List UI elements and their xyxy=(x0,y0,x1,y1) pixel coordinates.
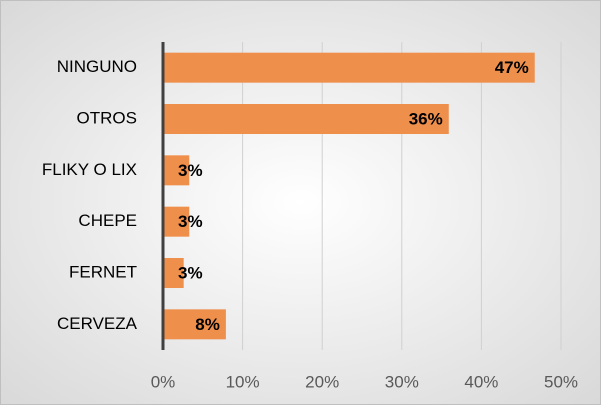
y-tick-label: FERNET xyxy=(69,262,137,281)
y-tick-label: OTROS xyxy=(77,108,137,127)
y-tick-label: NINGUNO xyxy=(57,57,137,76)
data-label: 47% xyxy=(495,58,529,77)
data-label: 8% xyxy=(195,315,220,334)
x-tick-label: 20% xyxy=(305,372,339,391)
y-tick-label: FLIKY O LIX xyxy=(42,160,137,179)
data-label: 36% xyxy=(409,109,443,128)
x-tick-label: 30% xyxy=(385,372,419,391)
x-tick-label: 10% xyxy=(226,372,260,391)
bar xyxy=(163,258,184,288)
bar xyxy=(163,155,190,186)
data-label: 3% xyxy=(178,263,203,282)
bar xyxy=(163,206,190,237)
bar xyxy=(163,104,449,134)
y-tick-label: CHEPE xyxy=(78,211,137,230)
y-tick-label: CERVEZA xyxy=(57,314,138,333)
data-label: 3% xyxy=(178,161,203,180)
x-tick-label: 40% xyxy=(464,372,498,391)
x-tick-label: 0% xyxy=(151,372,176,391)
x-tick-label: 50% xyxy=(544,372,578,391)
bar xyxy=(163,309,226,340)
bar xyxy=(163,52,535,83)
data-label: 3% xyxy=(178,212,203,231)
